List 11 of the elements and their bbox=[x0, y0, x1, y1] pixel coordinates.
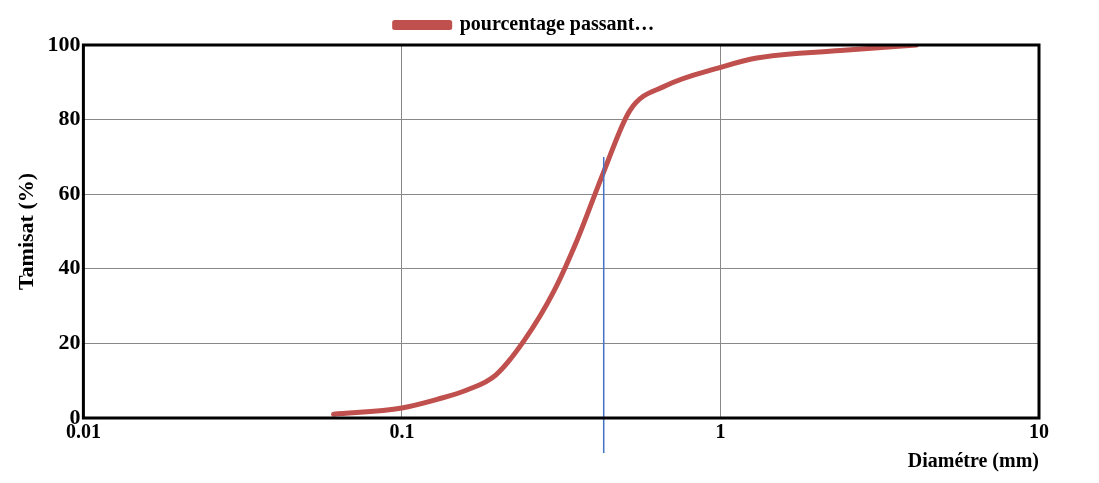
x-tick-label: 10 bbox=[1029, 420, 1049, 443]
y-axis-title: Tamisat (%) bbox=[12, 172, 38, 291]
y-tick-label: 40 bbox=[58, 254, 81, 280]
y-tick-label: 100 bbox=[47, 30, 81, 56]
y-tick-label: 20 bbox=[58, 329, 81, 355]
x-tick-label: 0.1 bbox=[389, 420, 415, 443]
y-tick-label: 60 bbox=[58, 179, 81, 205]
x-tick-label: 1 bbox=[715, 420, 726, 443]
y-tick-label: 80 bbox=[58, 105, 81, 131]
x-axis-title: Diamétre (mm) bbox=[907, 449, 1039, 473]
legend-label: pourcentage passant… bbox=[459, 12, 655, 36]
